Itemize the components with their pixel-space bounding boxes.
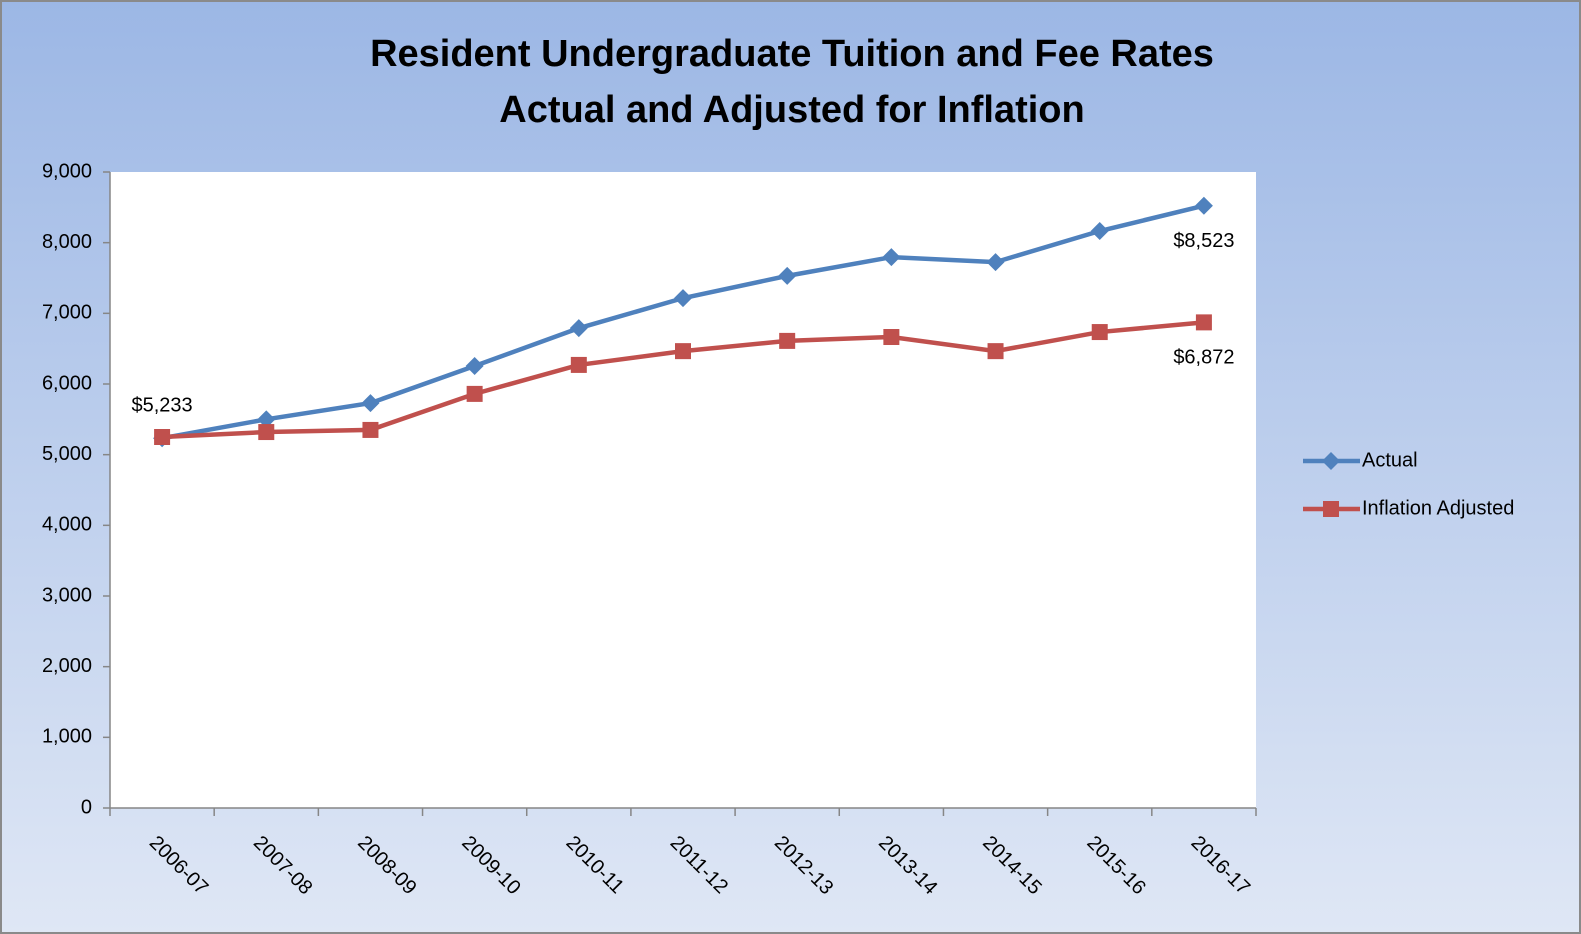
- y-tick-label: 5,000: [42, 443, 92, 465]
- marker: [883, 329, 900, 346]
- marker: [569, 319, 588, 338]
- marker: [466, 385, 483, 402]
- marker: [1322, 452, 1340, 470]
- data-label: $6,872: [1173, 347, 1234, 369]
- data-label: $5,233: [132, 394, 193, 416]
- chart-title: Resident Undergraduate Tuition and Fee R…: [370, 33, 1214, 75]
- marker: [465, 356, 484, 375]
- marker: [1195, 314, 1212, 331]
- y-tick-label: 6,000: [42, 372, 92, 394]
- marker: [257, 410, 276, 429]
- marker: [675, 343, 691, 360]
- marker: [779, 332, 796, 349]
- legend-label: Inflation Adjusted: [1362, 497, 1514, 519]
- marker: [154, 429, 171, 445]
- marker: [882, 248, 901, 267]
- marker: [987, 343, 1004, 360]
- y-tick-label: 4,000: [42, 514, 92, 536]
- y-tick-label: 7,000: [42, 302, 92, 324]
- marker: [986, 253, 1005, 272]
- plot-area: [110, 172, 1256, 808]
- marker: [1194, 196, 1213, 215]
- chart-subtitle: Actual and Adjusted for Inflation: [499, 89, 1084, 131]
- y-tick-label: 1,000: [42, 726, 92, 748]
- legend-label: Actual: [1362, 449, 1418, 471]
- marker: [674, 289, 692, 308]
- y-tick-label: 9,000: [42, 160, 92, 182]
- marker: [258, 424, 275, 441]
- marker: [1091, 324, 1108, 341]
- y-tick-label: 2,000: [42, 655, 92, 677]
- marker: [778, 266, 797, 285]
- marker: [1323, 501, 1339, 517]
- y-tick-label: 3,000: [42, 584, 92, 606]
- data-label: $8,523: [1173, 230, 1234, 252]
- marker: [1090, 222, 1109, 241]
- y-tick-label: 8,000: [42, 231, 92, 253]
- y-tick-label: 0: [81, 796, 92, 818]
- marker: [362, 421, 379, 438]
- marker: [570, 356, 587, 373]
- marker: [361, 394, 380, 413]
